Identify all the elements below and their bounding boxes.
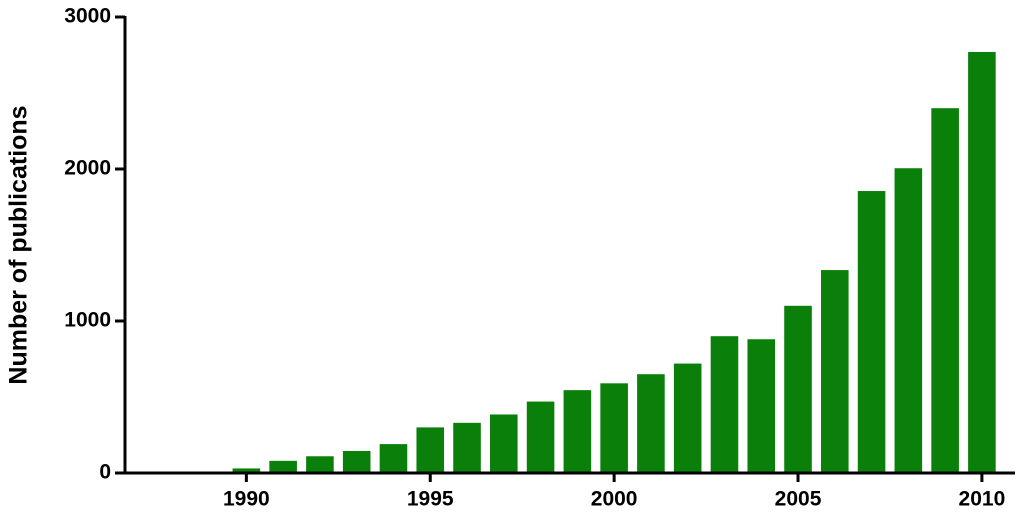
bar [857,191,886,474]
bar [269,460,297,473]
bar [490,414,518,473]
bar [710,336,739,473]
x-tick-label: 2000 [591,488,638,511]
y-axis-label: Number of publications [5,105,33,384]
bar [563,390,592,473]
y-tick-label: 2000 [64,157,111,180]
bar [931,108,959,473]
bar [416,427,445,473]
bar [673,363,702,473]
bar [637,374,665,473]
bar [379,444,408,473]
x-tick-label: 2005 [775,488,822,511]
bar [232,468,261,473]
bar [600,383,628,473]
bar [968,51,996,474]
x-tick-label: 1995 [407,488,454,511]
y-tick-label: 0 [99,461,111,484]
bar [526,401,555,473]
bar [784,305,812,473]
x-tick-label: 2010 [959,488,1006,511]
x-tick-label: 1990 [223,488,270,511]
bar [453,422,481,473]
bar [894,168,923,474]
bar [306,456,334,473]
bar [821,270,849,473]
bar [342,450,371,473]
y-tick-label: 3000 [64,5,111,28]
bar [747,339,776,473]
y-tick-label: 1000 [64,309,111,332]
